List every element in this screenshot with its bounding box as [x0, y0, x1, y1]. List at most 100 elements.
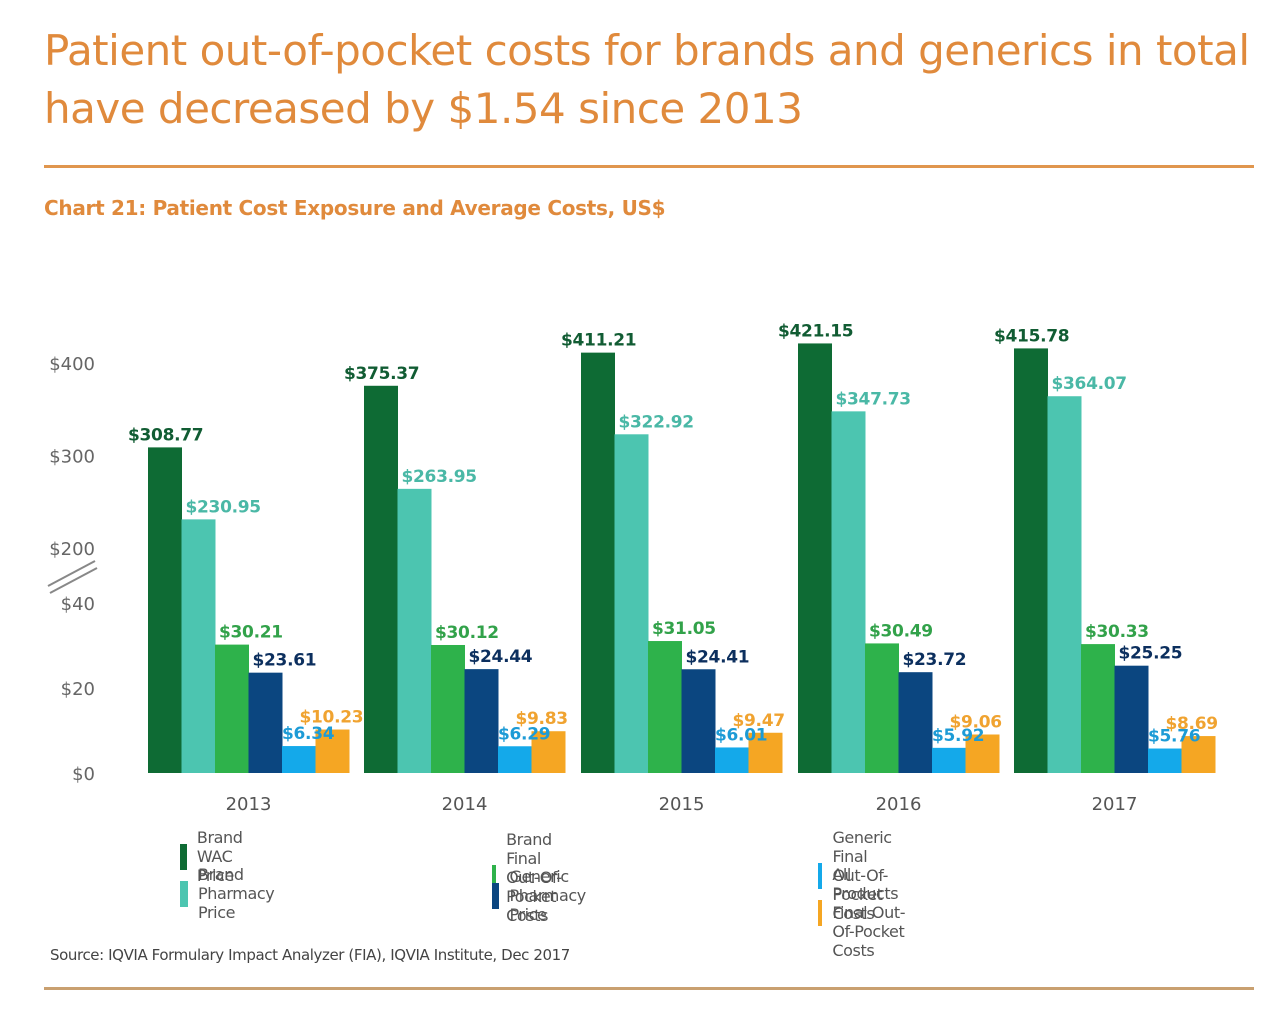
- data-label: $9.83: [516, 709, 568, 729]
- bar: [148, 447, 182, 773]
- bar: [648, 641, 682, 773]
- bar: [965, 734, 1000, 773]
- data-label: $10.23: [300, 708, 364, 728]
- data-label: $31.05: [652, 619, 716, 639]
- bar: [865, 643, 899, 773]
- data-label: $24.44: [469, 647, 533, 667]
- bar: [431, 644, 465, 773]
- bar: [1114, 665, 1149, 773]
- bar: [181, 519, 216, 773]
- bar: [932, 747, 966, 773]
- data-label: $421.15: [778, 321, 853, 341]
- legend-swatch: [492, 882, 500, 909]
- x-tick-label: 2016: [876, 794, 922, 815]
- headline: Patient out-of-pocket costs for brands a…: [44, 26, 1250, 133]
- bar: [1047, 396, 1082, 773]
- bar: [397, 488, 432, 773]
- data-label: $375.37: [344, 364, 419, 384]
- legend-label: Brand Final Out-Of-Pocket Costs: [506, 830, 562, 925]
- bars: [148, 343, 1216, 773]
- legend-item: Brand Final Out-Of-Pocket Costs: [492, 830, 568, 925]
- data-label: $9.47: [733, 711, 785, 731]
- data-label: $415.78: [994, 326, 1069, 346]
- data-label: $30.49: [869, 621, 933, 641]
- bar: [1148, 748, 1182, 773]
- legend-label: All Products Final Out-Of-Pocket Costs: [832, 865, 906, 960]
- data-label: $25.25: [1119, 644, 1183, 664]
- data-label: $322.92: [619, 412, 694, 432]
- bar: [1014, 348, 1048, 773]
- y-tick-label: $400: [49, 354, 95, 375]
- x-tick-label: 2013: [226, 794, 272, 815]
- bar: [748, 732, 783, 773]
- legend-item: Brand WAC Price: [180, 828, 252, 885]
- data-label: $6.34: [282, 724, 335, 744]
- data-label: $23.61: [253, 651, 317, 671]
- legend-item: Brand Pharmacy Price: [180, 865, 282, 922]
- data-label: $30.33: [1085, 622, 1149, 642]
- legend-swatch: [818, 862, 823, 889]
- legend-swatch: [492, 864, 497, 891]
- source-note: Source: IQVIA Formulary Impact Analyzer …: [50, 946, 570, 964]
- bar: [248, 672, 283, 773]
- y-tick-label: $200: [49, 539, 95, 560]
- data-label: $6.29: [498, 724, 550, 744]
- legend-item: Generic Pharmacy Price: [492, 867, 594, 924]
- data-label: $347.73: [836, 389, 911, 409]
- bar: [1181, 736, 1216, 773]
- legend-label: Generic Final Out-Of-Pocket Costs: [832, 828, 892, 923]
- data-label: $6.01: [715, 725, 767, 745]
- bar: [498, 746, 532, 773]
- data-label: $263.95: [402, 467, 477, 487]
- data-label: $5.92: [932, 726, 984, 746]
- chart-title: Chart 21: Patient Cost Exposure and Aver…: [44, 196, 666, 220]
- legend-label: Brand Pharmacy Price: [198, 865, 275, 922]
- x-tick-label: 2014: [442, 794, 488, 815]
- bar: [614, 434, 649, 773]
- bar: [531, 731, 566, 773]
- data-label: $30.12: [435, 623, 499, 643]
- y-tick-label: $300: [49, 447, 95, 468]
- x-axis-ticks: 2013 2014 2015 2016 2017: [226, 794, 1138, 815]
- legend-item: All Products Final Out-Of-Pocket Costs: [818, 865, 910, 960]
- data-label: $24.41: [686, 647, 750, 667]
- legend-swatch: [180, 880, 189, 907]
- bottom-divider: [44, 987, 1254, 990]
- y-tick-label: $20: [61, 679, 95, 700]
- data-labels: $308.77 $375.37 $411.21 $421.15 $415.78 $230.…: [128, 321, 1218, 746]
- data-label: $8.69: [1166, 714, 1218, 734]
- y-axis-ticks: $0 $20 $40 $200 $300 $400: [49, 354, 95, 785]
- data-label: $5.76: [1148, 727, 1200, 747]
- legend-label: Brand WAC Price: [196, 828, 243, 885]
- data-label: $411.21: [561, 331, 636, 351]
- data-label: $9.06: [950, 712, 1002, 732]
- y-tick-label: $40: [61, 594, 95, 615]
- legend-swatch: [818, 899, 823, 926]
- data-label: $30.21: [219, 623, 283, 643]
- bar: [831, 411, 866, 773]
- x-tick-label: 2015: [659, 794, 705, 815]
- axis-break-marker: [47, 560, 98, 594]
- legend-swatch: [180, 843, 187, 870]
- data-label: $23.72: [903, 650, 967, 670]
- legend-item: Generic Final Out-Of-Pocket Costs: [818, 828, 903, 923]
- bar: [898, 672, 933, 773]
- bar: [715, 747, 749, 773]
- y-tick-label: $0: [72, 764, 95, 785]
- bar: [282, 746, 316, 773]
- legend-label: Generic Pharmacy Price: [509, 867, 586, 924]
- bar: [315, 729, 350, 773]
- bar: [581, 352, 615, 773]
- bar: [798, 343, 832, 773]
- bar: [464, 669, 499, 773]
- top-divider: [44, 165, 1254, 168]
- bar: [1081, 644, 1115, 773]
- data-label: $230.95: [186, 497, 261, 517]
- data-label: $364.07: [1052, 374, 1127, 394]
- bar: [681, 669, 716, 773]
- data-label: $308.77: [128, 425, 203, 445]
- x-tick-label: 2017: [1092, 794, 1138, 815]
- bar: [215, 644, 249, 773]
- bar: [364, 385, 398, 773]
